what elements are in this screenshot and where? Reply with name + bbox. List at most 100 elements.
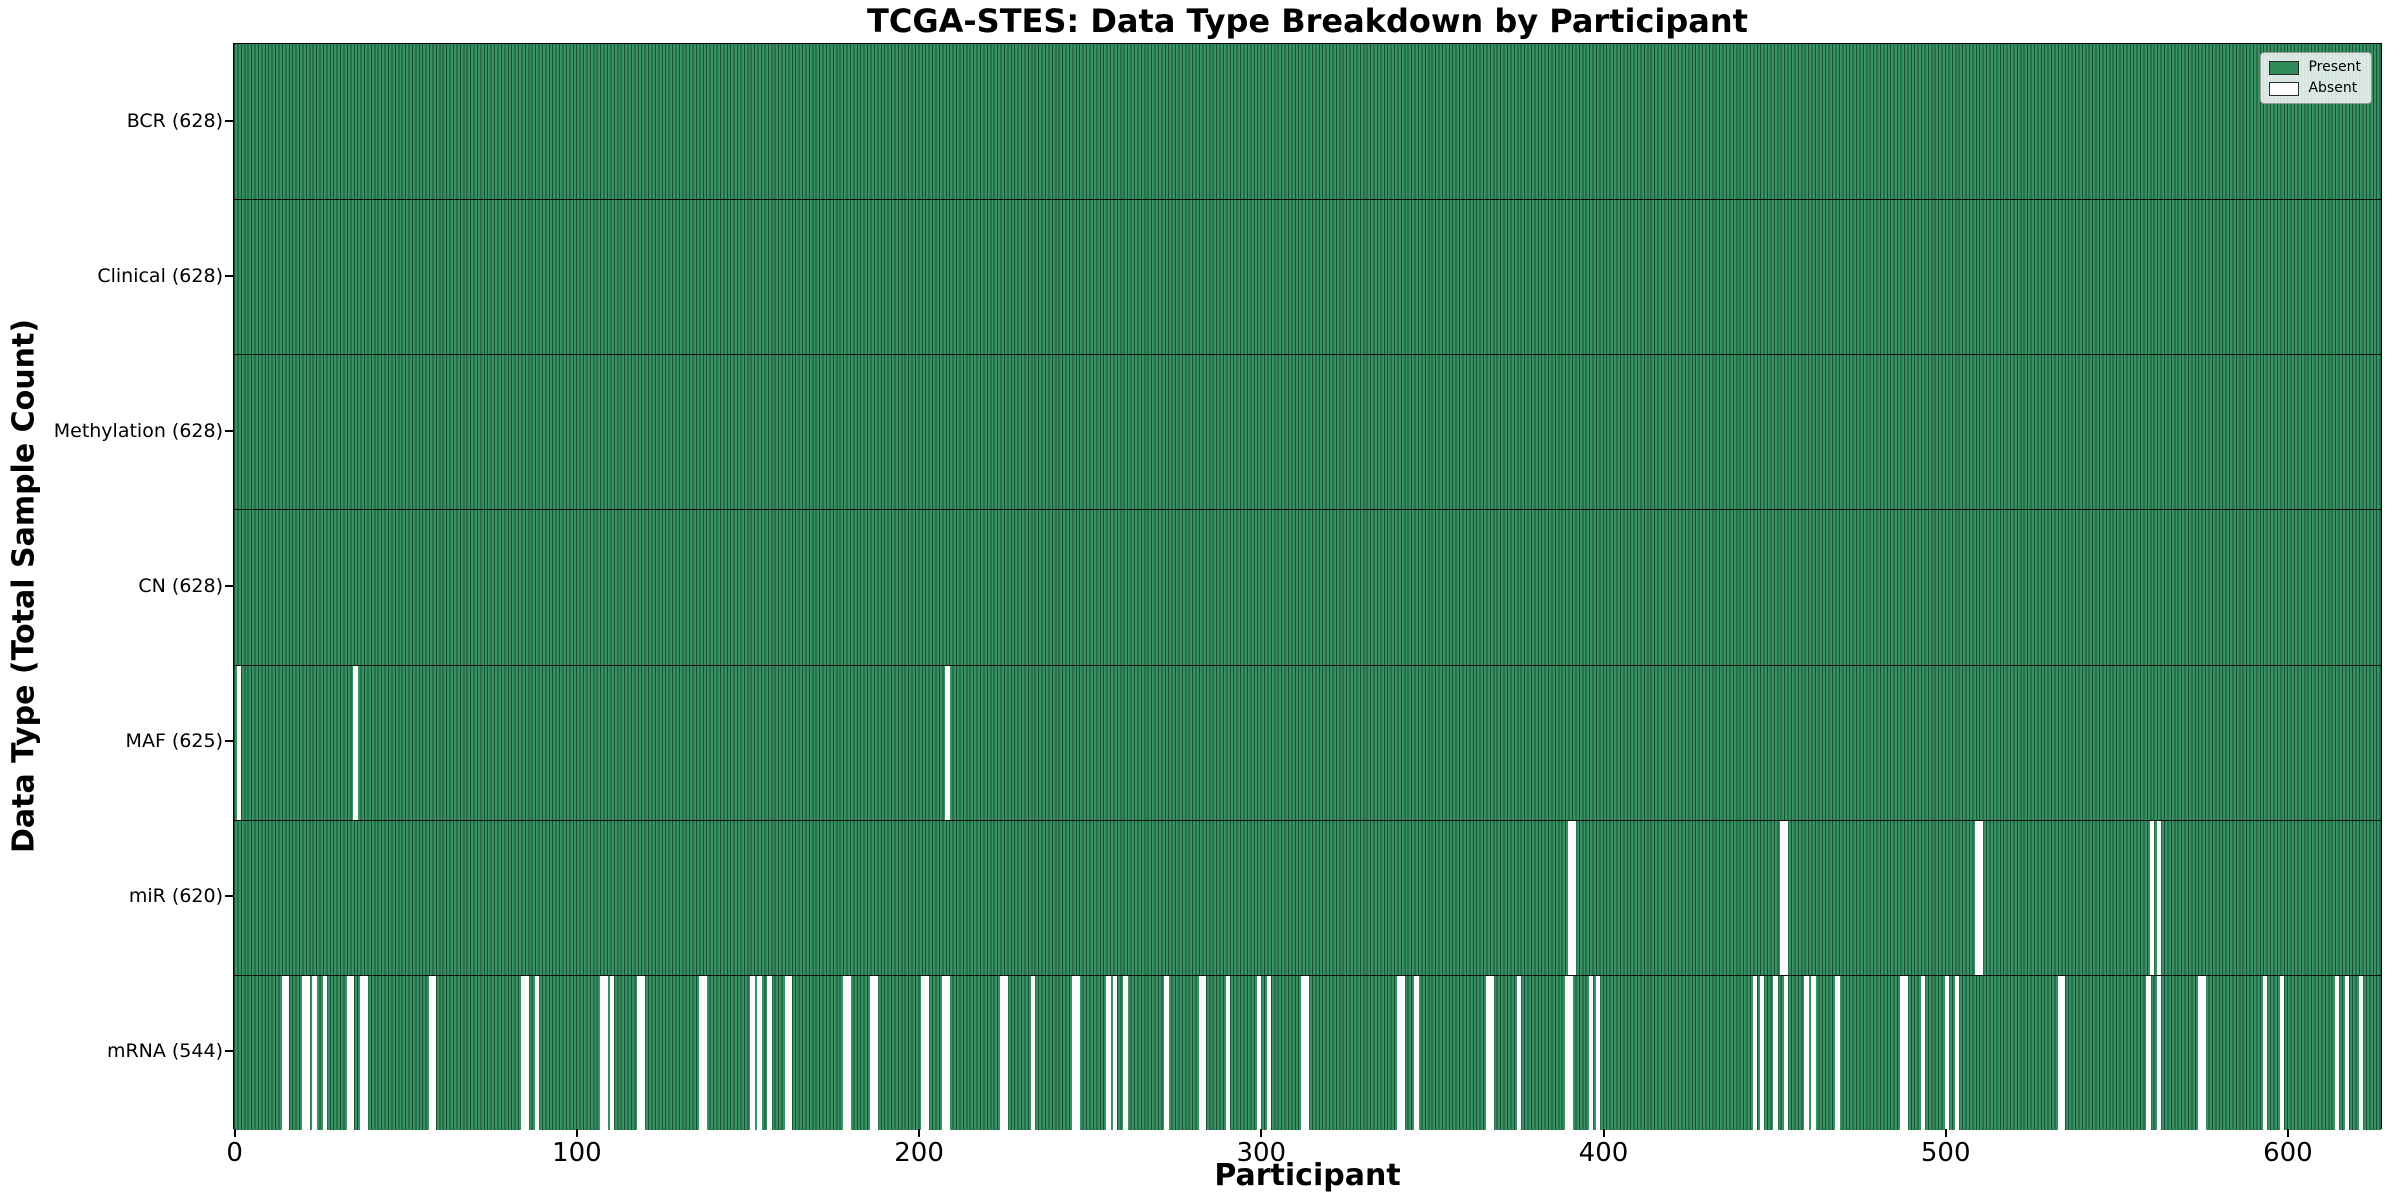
row-Methylation: [234, 354, 2381, 510]
absent-stripe: [1759, 974, 1765, 1130]
absent-stripe: [921, 974, 926, 1130]
absent-stripe: [637, 974, 642, 1130]
absent-stripe: [873, 974, 878, 1130]
absent-stripe: [349, 974, 355, 1130]
row-CN: [234, 509, 2381, 665]
absent-stripe: [698, 974, 704, 1130]
row-separator: [234, 819, 2381, 821]
y-tick-mark: [225, 119, 233, 122]
absent-stripe: [1400, 974, 1405, 1130]
row-separator: [234, 664, 2381, 666]
absent-stripe: [521, 974, 526, 1130]
absent-stripe: [432, 974, 437, 1130]
y-tick-label-Clinical: Clinical (628): [97, 264, 223, 287]
absent-stripe: [1164, 974, 1169, 1130]
absent-stripe: [281, 974, 286, 1130]
absent-stripe: [640, 974, 646, 1130]
absent-stripe: [1202, 974, 1207, 1130]
absent-stripe: [2344, 974, 2350, 1130]
absent-stripe: [1783, 819, 1789, 975]
x-tick-label-0: 0: [226, 1138, 243, 1168]
absent-stripe: [1304, 974, 1310, 1130]
absent-stripe: [534, 974, 540, 1130]
absent-stripe: [1954, 974, 1960, 1130]
x-tick-mark: [2286, 1129, 2289, 1137]
absent-stripe: [1516, 974, 1522, 1130]
x-tick-mark: [1602, 1129, 1605, 1137]
absent-stripe: [2156, 819, 2162, 975]
absent-stripe: [1397, 974, 1402, 1130]
absent-stripe: [1486, 974, 1491, 1130]
absent-stripe: [302, 974, 307, 1130]
x-tick-label-300: 300: [1236, 1138, 1287, 1168]
absent-stripe: [1198, 974, 1204, 1130]
legend-label-absent: Absent: [2308, 80, 2358, 96]
absent-stripe: [1123, 974, 1128, 1130]
absent-stripe: [1811, 974, 1816, 1130]
row-mRNA: [234, 974, 2381, 1130]
absent-stripe: [2358, 974, 2364, 1130]
absent-stripe: [767, 974, 772, 1130]
y-tick-label-BCR: BCR (628): [126, 109, 223, 132]
absent-stripe: [360, 974, 365, 1130]
absent-stripe: [428, 974, 434, 1130]
absent-stripe: [941, 974, 947, 1130]
y-tick-mark: [225, 274, 233, 277]
absent-stripe: [599, 974, 605, 1130]
absent-stripe: [1920, 974, 1926, 1130]
x-tick-mark: [1944, 1129, 1947, 1137]
absent-stripe: [312, 974, 317, 1130]
absent-stripe: [2060, 974, 2066, 1130]
absent-stripe: [524, 974, 529, 1130]
absent-stripe: [1113, 974, 1118, 1130]
absent-stripe: [1256, 974, 1262, 1130]
absent-stripe: [2262, 974, 2268, 1130]
absent-stripe: [2156, 974, 2162, 1130]
y-tick-label-CN: CN (628): [138, 575, 223, 597]
absent-stripe: [1780, 819, 1785, 975]
absent-stripe: [702, 974, 707, 1130]
absent-stripe: [1568, 819, 1573, 975]
absent-stripe: [346, 974, 351, 1130]
absent-stripe: [1489, 974, 1494, 1130]
row-miR: [234, 819, 2381, 975]
row-separator: [234, 974, 2381, 976]
absent-stripe: [1414, 974, 1419, 1130]
absent-stripe: [2146, 974, 2151, 1130]
absent-stripe: [2197, 974, 2203, 1130]
absent-stripe: [924, 974, 930, 1130]
absent-stripe: [1225, 974, 1231, 1130]
row-separator: [234, 509, 2381, 511]
absent-stripe: [750, 974, 755, 1130]
absent-stripe: [846, 974, 851, 1130]
absent-stripe: [1900, 974, 1905, 1130]
legend-item-absent: Absent: [2269, 81, 2361, 96]
x-tick-mark: [918, 1129, 921, 1137]
absent-stripe: [1071, 974, 1077, 1130]
absent-stripe: [363, 974, 369, 1130]
y-tick-label-Methylation: Methylation (628): [53, 419, 223, 442]
absent-stripe: [305, 974, 310, 1130]
absent-stripe: [757, 974, 762, 1130]
absent-stripe: [322, 974, 327, 1130]
absent-stripe: [1003, 974, 1008, 1130]
absent-stripe: [237, 664, 242, 820]
absent-stripe: [870, 974, 875, 1130]
plot-area: Present Absent: [233, 43, 2382, 1130]
absent-stripe: [2149, 819, 2155, 975]
absent-stripe: [945, 664, 950, 820]
absent-stripe: [1571, 819, 1576, 975]
absent-stripe: [2334, 974, 2340, 1130]
y-tick-mark: [225, 1050, 233, 1053]
x-tick-mark: [233, 1129, 236, 1137]
absent-stripe: [603, 974, 608, 1130]
absent-stripe: [353, 664, 358, 820]
absent-stripe: [1000, 974, 1005, 1130]
absent-stripe: [1944, 974, 1949, 1130]
y-tick-mark: [225, 585, 233, 587]
x-tick-label-600: 600: [2263, 1138, 2313, 1168]
row-Clinical: [234, 199, 2381, 355]
y-tick-mark: [225, 895, 233, 898]
absent-stripe: [842, 974, 848, 1130]
